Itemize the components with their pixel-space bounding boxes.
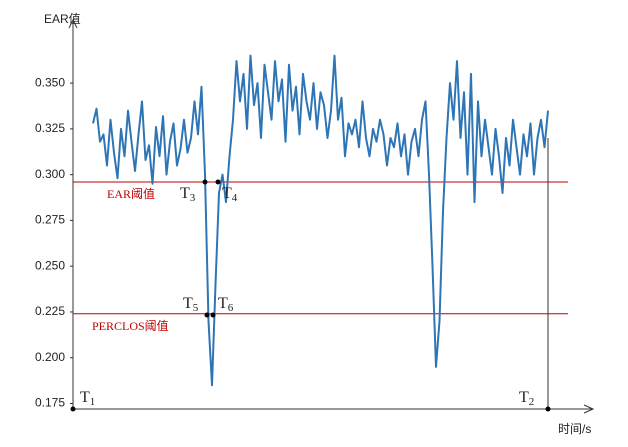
y-tick-label: 0.325 xyxy=(35,121,65,135)
annotation-letter: T xyxy=(218,295,228,312)
x-arrow xyxy=(583,404,595,414)
annotation-letter: T xyxy=(183,295,193,312)
y-tick-label: 0.200 xyxy=(35,350,65,364)
y-tick-label: 0.275 xyxy=(35,213,65,227)
y-tick-label: 0.350 xyxy=(35,75,65,89)
data-line xyxy=(92,54,549,387)
annotation: T6 xyxy=(218,295,234,314)
annotation-letter: T xyxy=(80,389,90,406)
marker-dot xyxy=(202,179,208,185)
annotation-subscript: 5 xyxy=(193,302,199,314)
annotation-letter: T xyxy=(222,185,232,202)
marker-dot xyxy=(215,179,221,185)
marker-dot xyxy=(545,406,551,412)
x-axis-label: 时间/s xyxy=(558,422,591,436)
annotation-subscript: 4 xyxy=(232,192,238,204)
marker-dot xyxy=(204,312,210,318)
annotation-subscript: 6 xyxy=(228,302,234,314)
y-tick-label: 0.175 xyxy=(35,396,65,410)
annotation-subscript: 2 xyxy=(529,396,535,408)
marker-dot xyxy=(210,312,216,318)
annotation-subscript: 1 xyxy=(90,396,96,408)
y-tick-label: 0.225 xyxy=(35,304,65,318)
y-tick-label: 0.250 xyxy=(35,258,65,272)
annotation: T5 xyxy=(183,295,199,314)
threshold-label: PERCLOS阈值 xyxy=(92,318,169,333)
threshold-label: EAR阈值 xyxy=(107,186,155,201)
annotation-letter: T xyxy=(519,389,529,406)
marker-dot xyxy=(70,406,76,412)
annotation: T2 xyxy=(519,389,534,408)
y-arrow xyxy=(68,18,78,29)
y-axis-label: EAR值 xyxy=(44,11,81,26)
annotation: T1 xyxy=(80,389,95,408)
annotation: T3 xyxy=(180,185,196,204)
y-tick-label: 0.300 xyxy=(35,167,65,181)
annotation-letter: T xyxy=(180,185,190,202)
annotation-subscript: 3 xyxy=(190,192,196,204)
annotation: T4 xyxy=(222,185,238,204)
